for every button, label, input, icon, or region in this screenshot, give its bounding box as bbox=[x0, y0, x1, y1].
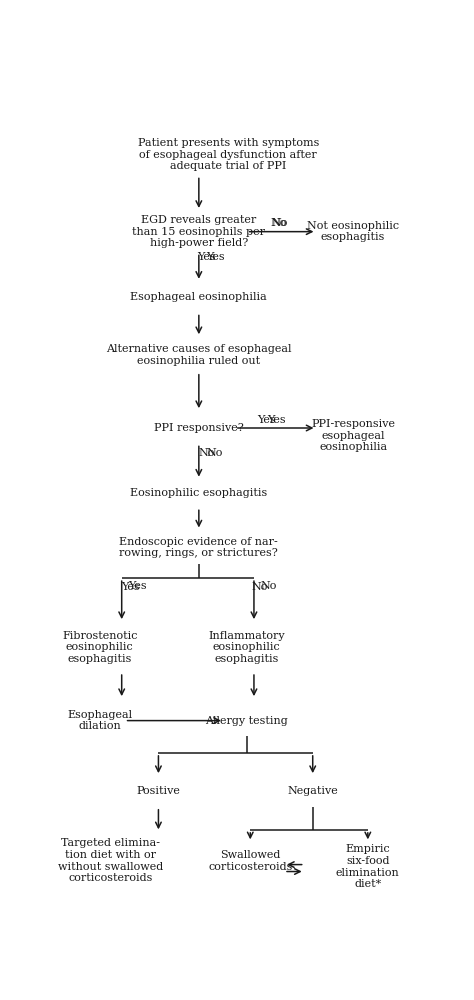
Text: No: No bbox=[272, 218, 288, 228]
Text: Fibrostenotic
eosinophilic
esophagitis: Fibrostenotic eosinophilic esophagitis bbox=[62, 631, 137, 664]
Text: PPI-responsive
esophageal
eosinophilia: PPI-responsive esophageal eosinophilia bbox=[311, 419, 395, 452]
Text: No: No bbox=[206, 448, 223, 458]
Text: Esophageal eosinophilia: Esophageal eosinophilia bbox=[130, 292, 267, 302]
Text: Yes: Yes bbox=[206, 252, 225, 262]
Text: Alternative causes of esophageal
eosinophilia ruled out: Alternative causes of esophageal eosinop… bbox=[106, 344, 292, 366]
Text: Yes: Yes bbox=[197, 252, 216, 262]
Text: Yes: Yes bbox=[267, 415, 285, 425]
Text: No: No bbox=[251, 582, 268, 592]
Text: No: No bbox=[198, 448, 214, 458]
Text: Yes: Yes bbox=[128, 581, 147, 591]
Text: No: No bbox=[270, 218, 286, 228]
Text: No: No bbox=[261, 581, 277, 591]
Text: Endoscopic evidence of nar-
rowing, rings, or strictures?: Endoscopic evidence of nar- rowing, ring… bbox=[119, 537, 278, 558]
Text: PPI responsive?: PPI responsive? bbox=[154, 423, 244, 433]
Text: Yes: Yes bbox=[121, 582, 140, 592]
Text: Not eosinophilic
esophagitis: Not eosinophilic esophagitis bbox=[307, 221, 399, 242]
Text: Swallowed
corticosteroids: Swallowed corticosteroids bbox=[208, 850, 292, 872]
Text: EGD reveals greater
than 15 eosinophils per
high-power field?: EGD reveals greater than 15 eosinophils … bbox=[132, 215, 265, 248]
Text: Eosinophilic esophagitis: Eosinophilic esophagitis bbox=[130, 488, 267, 498]
Text: Patient presents with symptoms
of esophageal dysfunction after
adequate trial of: Patient presents with symptoms of esopha… bbox=[137, 138, 319, 171]
Text: Empiric
six-food
elimination
diet*: Empiric six-food elimination diet* bbox=[336, 844, 400, 889]
Text: Negative: Negative bbox=[287, 786, 338, 796]
Text: Targeted elimina-
tion diet with or
without swallowed
corticosteroids: Targeted elimina- tion diet with or with… bbox=[58, 838, 164, 883]
Text: Inflammatory
eosinophilic
esophagitis: Inflammatory eosinophilic esophagitis bbox=[208, 631, 285, 664]
Text: Esophageal
dilation: Esophageal dilation bbox=[67, 710, 132, 731]
Text: Yes: Yes bbox=[257, 415, 276, 425]
Text: Positive: Positive bbox=[137, 786, 181, 796]
Text: Allergy testing: Allergy testing bbox=[205, 716, 288, 726]
